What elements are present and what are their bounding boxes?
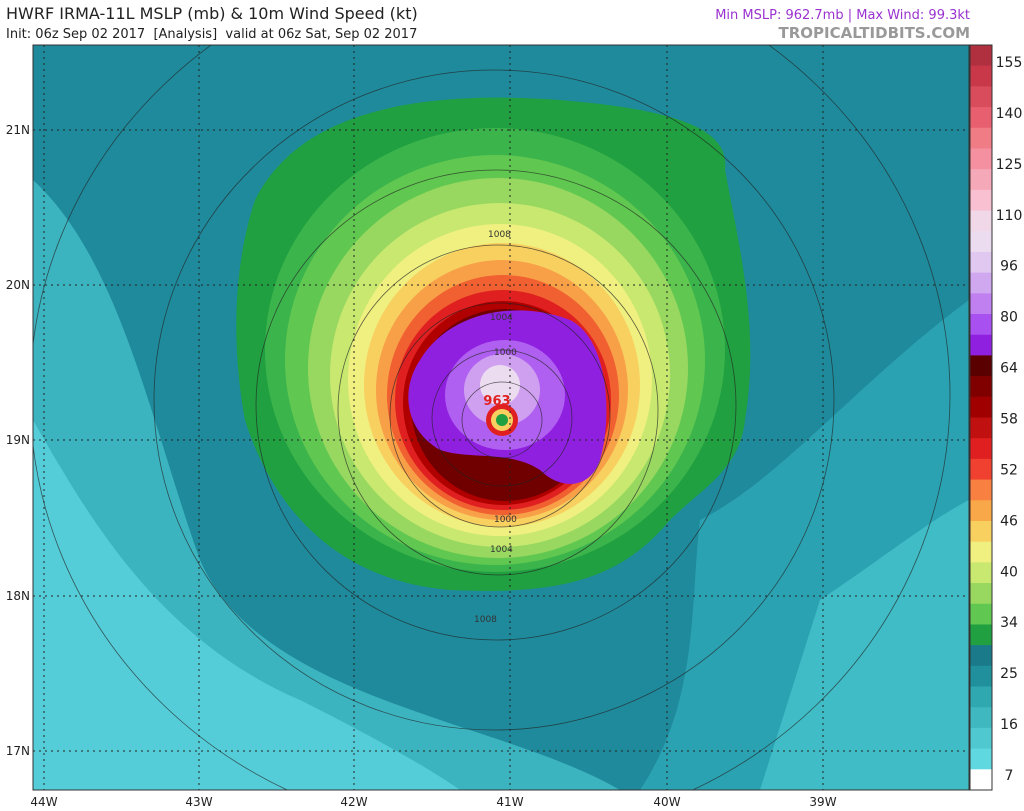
colorbar-swatch — [970, 127, 992, 149]
colorbar-label: 125 — [996, 157, 1023, 173]
colorbar-frame — [969, 44, 993, 791]
colorbar-swatch — [970, 438, 992, 460]
colorbar-swatch — [970, 210, 992, 232]
colorbar-swatch — [970, 541, 992, 563]
colorbar-swatch — [970, 334, 992, 356]
colorbar-swatch — [970, 272, 992, 294]
colorbar-swatch — [970, 500, 992, 522]
colorbar-label: 52 — [1000, 462, 1018, 478]
colorbar-swatch — [970, 562, 992, 584]
contour-label: 1000 — [494, 515, 517, 525]
colorbar-swatch — [970, 376, 992, 398]
colorbar-swatch — [970, 479, 992, 501]
colorbar-swatch — [970, 86, 992, 108]
subtitle: Init: 06z Sep 02 2017 [Analysis] valid a… — [6, 27, 417, 42]
contour-label: 1004 — [490, 313, 513, 323]
colorbar-swatch — [970, 417, 992, 439]
colorbar-label: 80 — [1000, 310, 1018, 326]
lat-label: 21N — [6, 123, 30, 137]
colorbar-label: 34 — [1000, 615, 1018, 631]
colorbar-swatch — [970, 583, 992, 605]
contour-label: 1008 — [488, 230, 511, 240]
colorbar-swatch — [970, 169, 992, 191]
colorbar-label: 155 — [996, 55, 1023, 71]
colorbar-swatch — [970, 314, 992, 336]
colorbar-swatch — [970, 189, 992, 212]
colorbar-swatch — [970, 748, 992, 770]
colorbar-label: 58 — [1000, 412, 1018, 428]
colorbar-swatch — [970, 148, 992, 170]
colorbar: 155 140 125 110 96 80 64 58 52 46 40 34 25 16 7 — [969, 44, 1023, 791]
colorbar-label: 64 — [1000, 361, 1018, 377]
colorbar-swatch — [970, 293, 992, 315]
lon-label: 42W — [340, 795, 367, 809]
lat-label: 18N — [6, 589, 30, 603]
colorbar-label: 140 — [996, 106, 1023, 122]
colorbar-label: 25 — [1000, 666, 1018, 682]
lon-label: 44W — [30, 795, 57, 809]
colorbar-swatch — [970, 107, 992, 129]
stats: Min MSLP: 962.7mb | Max Wind: 99.3kt — [715, 8, 970, 23]
title: HWRF IRMA-11L MSLP (mb) & 10m Wind Speed… — [6, 4, 418, 23]
colorbar-swatch — [970, 727, 992, 750]
colorbar-label: 16 — [1000, 717, 1018, 733]
colorbar-label: 7 — [1005, 768, 1014, 784]
lon-label: 39W — [809, 795, 836, 809]
lon-label: 43W — [185, 795, 212, 809]
map-field — [33, 45, 969, 790]
colorbar-swatch — [970, 231, 992, 253]
colorbar-swatch — [970, 769, 992, 791]
colorbar-swatch — [970, 624, 992, 646]
colorbar-swatch — [970, 520, 992, 543]
colorbar-swatch — [970, 396, 992, 418]
colorbar-swatch — [970, 65, 992, 87]
center-pressure-label: 963 — [483, 394, 510, 409]
colorbar-swatch — [970, 665, 992, 688]
colorbar-swatch — [970, 458, 992, 481]
lon-label: 41W — [496, 795, 523, 809]
colorbar-swatch — [970, 707, 992, 729]
colorbar-label: 40 — [1000, 564, 1018, 580]
colorbar-label: 46 — [1000, 513, 1018, 529]
colorbar-label: 110 — [996, 208, 1023, 224]
colorbar-swatch — [970, 603, 992, 625]
colorbar-swatch — [970, 686, 992, 708]
contour-label: 1004 — [490, 545, 513, 555]
source: TROPICALTIDBITS.COM — [779, 24, 971, 42]
colorbar-swatch — [970, 355, 992, 377]
contour-label: 1000 — [494, 348, 517, 358]
contour-label: 1008 — [474, 615, 497, 625]
lat-label: 19N — [6, 433, 30, 447]
colorbar-swatch — [970, 645, 992, 667]
colorbar-label: 96 — [1000, 259, 1018, 275]
colorbar-swatch — [970, 251, 992, 274]
lon-label: 40W — [653, 795, 680, 809]
lat-label: 17N — [6, 744, 30, 758]
colorbar-swatch — [970, 45, 992, 67]
lat-label: 20N — [6, 278, 30, 292]
